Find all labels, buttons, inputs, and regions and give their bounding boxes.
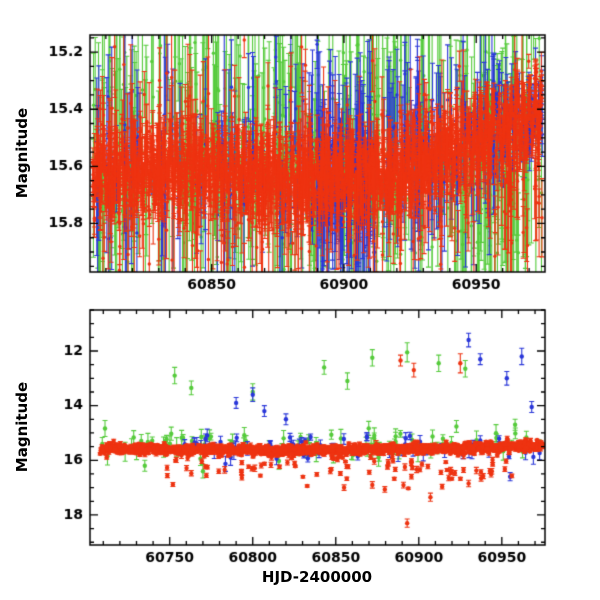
bottom-y-axis-label: Magnitude: [13, 381, 31, 473]
x-axis-label: HJD-2400000: [261, 568, 373, 586]
top-y-axis-label: Magnitude: [13, 107, 31, 199]
